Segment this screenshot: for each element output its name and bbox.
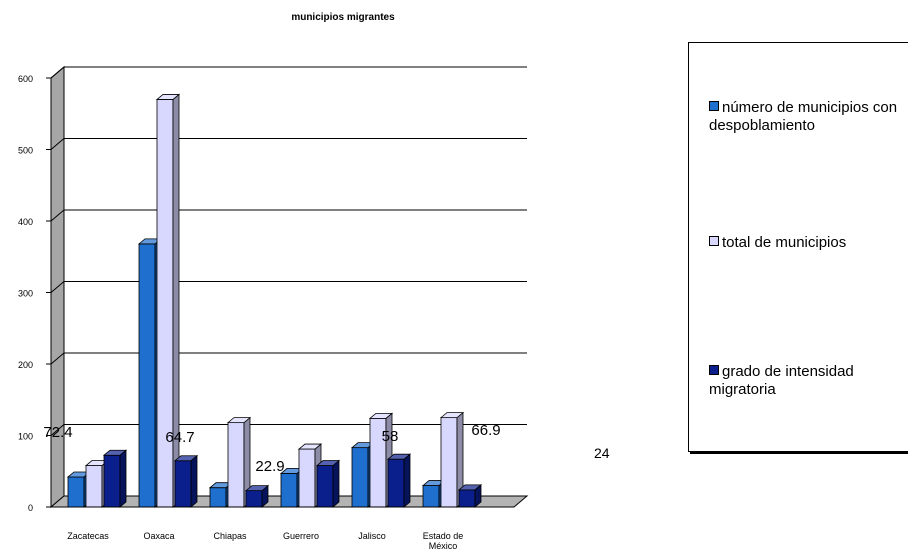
legend-label: grado de intensidad migratoria [709, 363, 854, 398]
legend-item-intensidad: grado de intensidad migratoria [709, 363, 908, 399]
bar-top [368, 412, 394, 419]
bar-front [174, 460, 192, 508]
data-label: 22.9 [255, 458, 284, 475]
data-labels: 72.4 64.7 22.9 58 66.9 [43, 422, 500, 475]
bar-front [298, 448, 316, 508]
bar [439, 411, 465, 508]
bar-front [67, 476, 85, 508]
y-axis: 0 100 200 300 400 500 600 [18, 74, 52, 513]
x-axis: Zacatecas Oaxaca Chiapas Guerrero Jalisco Est… [51, 506, 514, 551]
bar-top [297, 443, 323, 450]
bar-top [244, 485, 270, 492]
x-tick-label: Estado de México [423, 531, 464, 551]
bar [457, 483, 483, 508]
legend-label: número de municipios con despoblamiento [709, 99, 898, 134]
bar-side [119, 449, 127, 508]
bar-front [103, 454, 121, 508]
bar-front [227, 422, 245, 508]
data-label: 72.4 [43, 424, 72, 441]
bar-top [386, 453, 412, 460]
gridlines [50, 66, 527, 436]
y-tick-label: 0 [28, 503, 33, 513]
legend-item-total: total de municipios [709, 234, 908, 252]
chart-title: municipios migrantes [291, 12, 395, 23]
bar-side [332, 459, 340, 508]
gridline-diagonal [50, 209, 65, 222]
data-label: 58 [382, 428, 399, 445]
data-label: 66.9 [471, 422, 500, 439]
y-tick-label: 600 [18, 74, 33, 84]
bar-top [457, 484, 483, 491]
bar-top [439, 412, 465, 419]
bar [315, 459, 341, 508]
bar-front [280, 472, 298, 508]
side-number: 24 [594, 445, 610, 461]
y-tick-label: 100 [18, 432, 33, 442]
gridline-diagonal [50, 424, 65, 436]
bar-front [245, 490, 263, 508]
gridline-diagonal [50, 281, 65, 293]
gridline-diagonal [50, 138, 65, 150]
bar-front [422, 485, 440, 508]
bar [386, 453, 412, 508]
bar [244, 484, 270, 508]
gridline-diagonal [50, 66, 65, 79]
legend-swatch-total [709, 236, 719, 246]
x-tick-label: Guerrero [283, 531, 319, 541]
bar-front [387, 458, 405, 508]
bar [173, 454, 199, 508]
bar-top [155, 94, 181, 100]
bar-front [85, 465, 103, 508]
legend: número de municipios con despoblamiento … [688, 42, 908, 452]
x-tick-label: Oaxaca [143, 531, 174, 541]
gridline-diagonal [50, 352, 65, 365]
bar-side [403, 453, 411, 508]
bar-front [351, 447, 369, 508]
data-label: 64.7 [165, 429, 194, 446]
bar-top [315, 460, 341, 466]
y-tick-label: 500 [18, 146, 33, 156]
legend-swatch-despoblamiento [709, 101, 719, 111]
x-tick-label: Jalisco [358, 531, 386, 541]
y-tick-label: 300 [18, 289, 33, 299]
legend-item-despoblamiento: número de municipios con despoblamiento [709, 99, 908, 135]
bar [226, 416, 252, 508]
y-tick-label: 400 [18, 217, 33, 227]
bar-front [138, 243, 156, 508]
bar-front [440, 417, 458, 508]
y-tick-label: 200 [18, 360, 33, 370]
bar-top [173, 455, 199, 462]
bars [66, 93, 483, 508]
bar-front [316, 465, 334, 508]
bar-front [458, 489, 476, 508]
legend-swatch-intensidad [709, 365, 719, 375]
bar-top [226, 417, 252, 424]
bar-front [209, 487, 227, 508]
bar-side [190, 454, 198, 508]
x-tick-label: Zacatecas [67, 531, 109, 541]
bar [102, 449, 128, 508]
x-tick-label: Chiapas [213, 531, 247, 541]
legend-label: total de municipios [722, 234, 847, 251]
bar-top [102, 449, 128, 456]
